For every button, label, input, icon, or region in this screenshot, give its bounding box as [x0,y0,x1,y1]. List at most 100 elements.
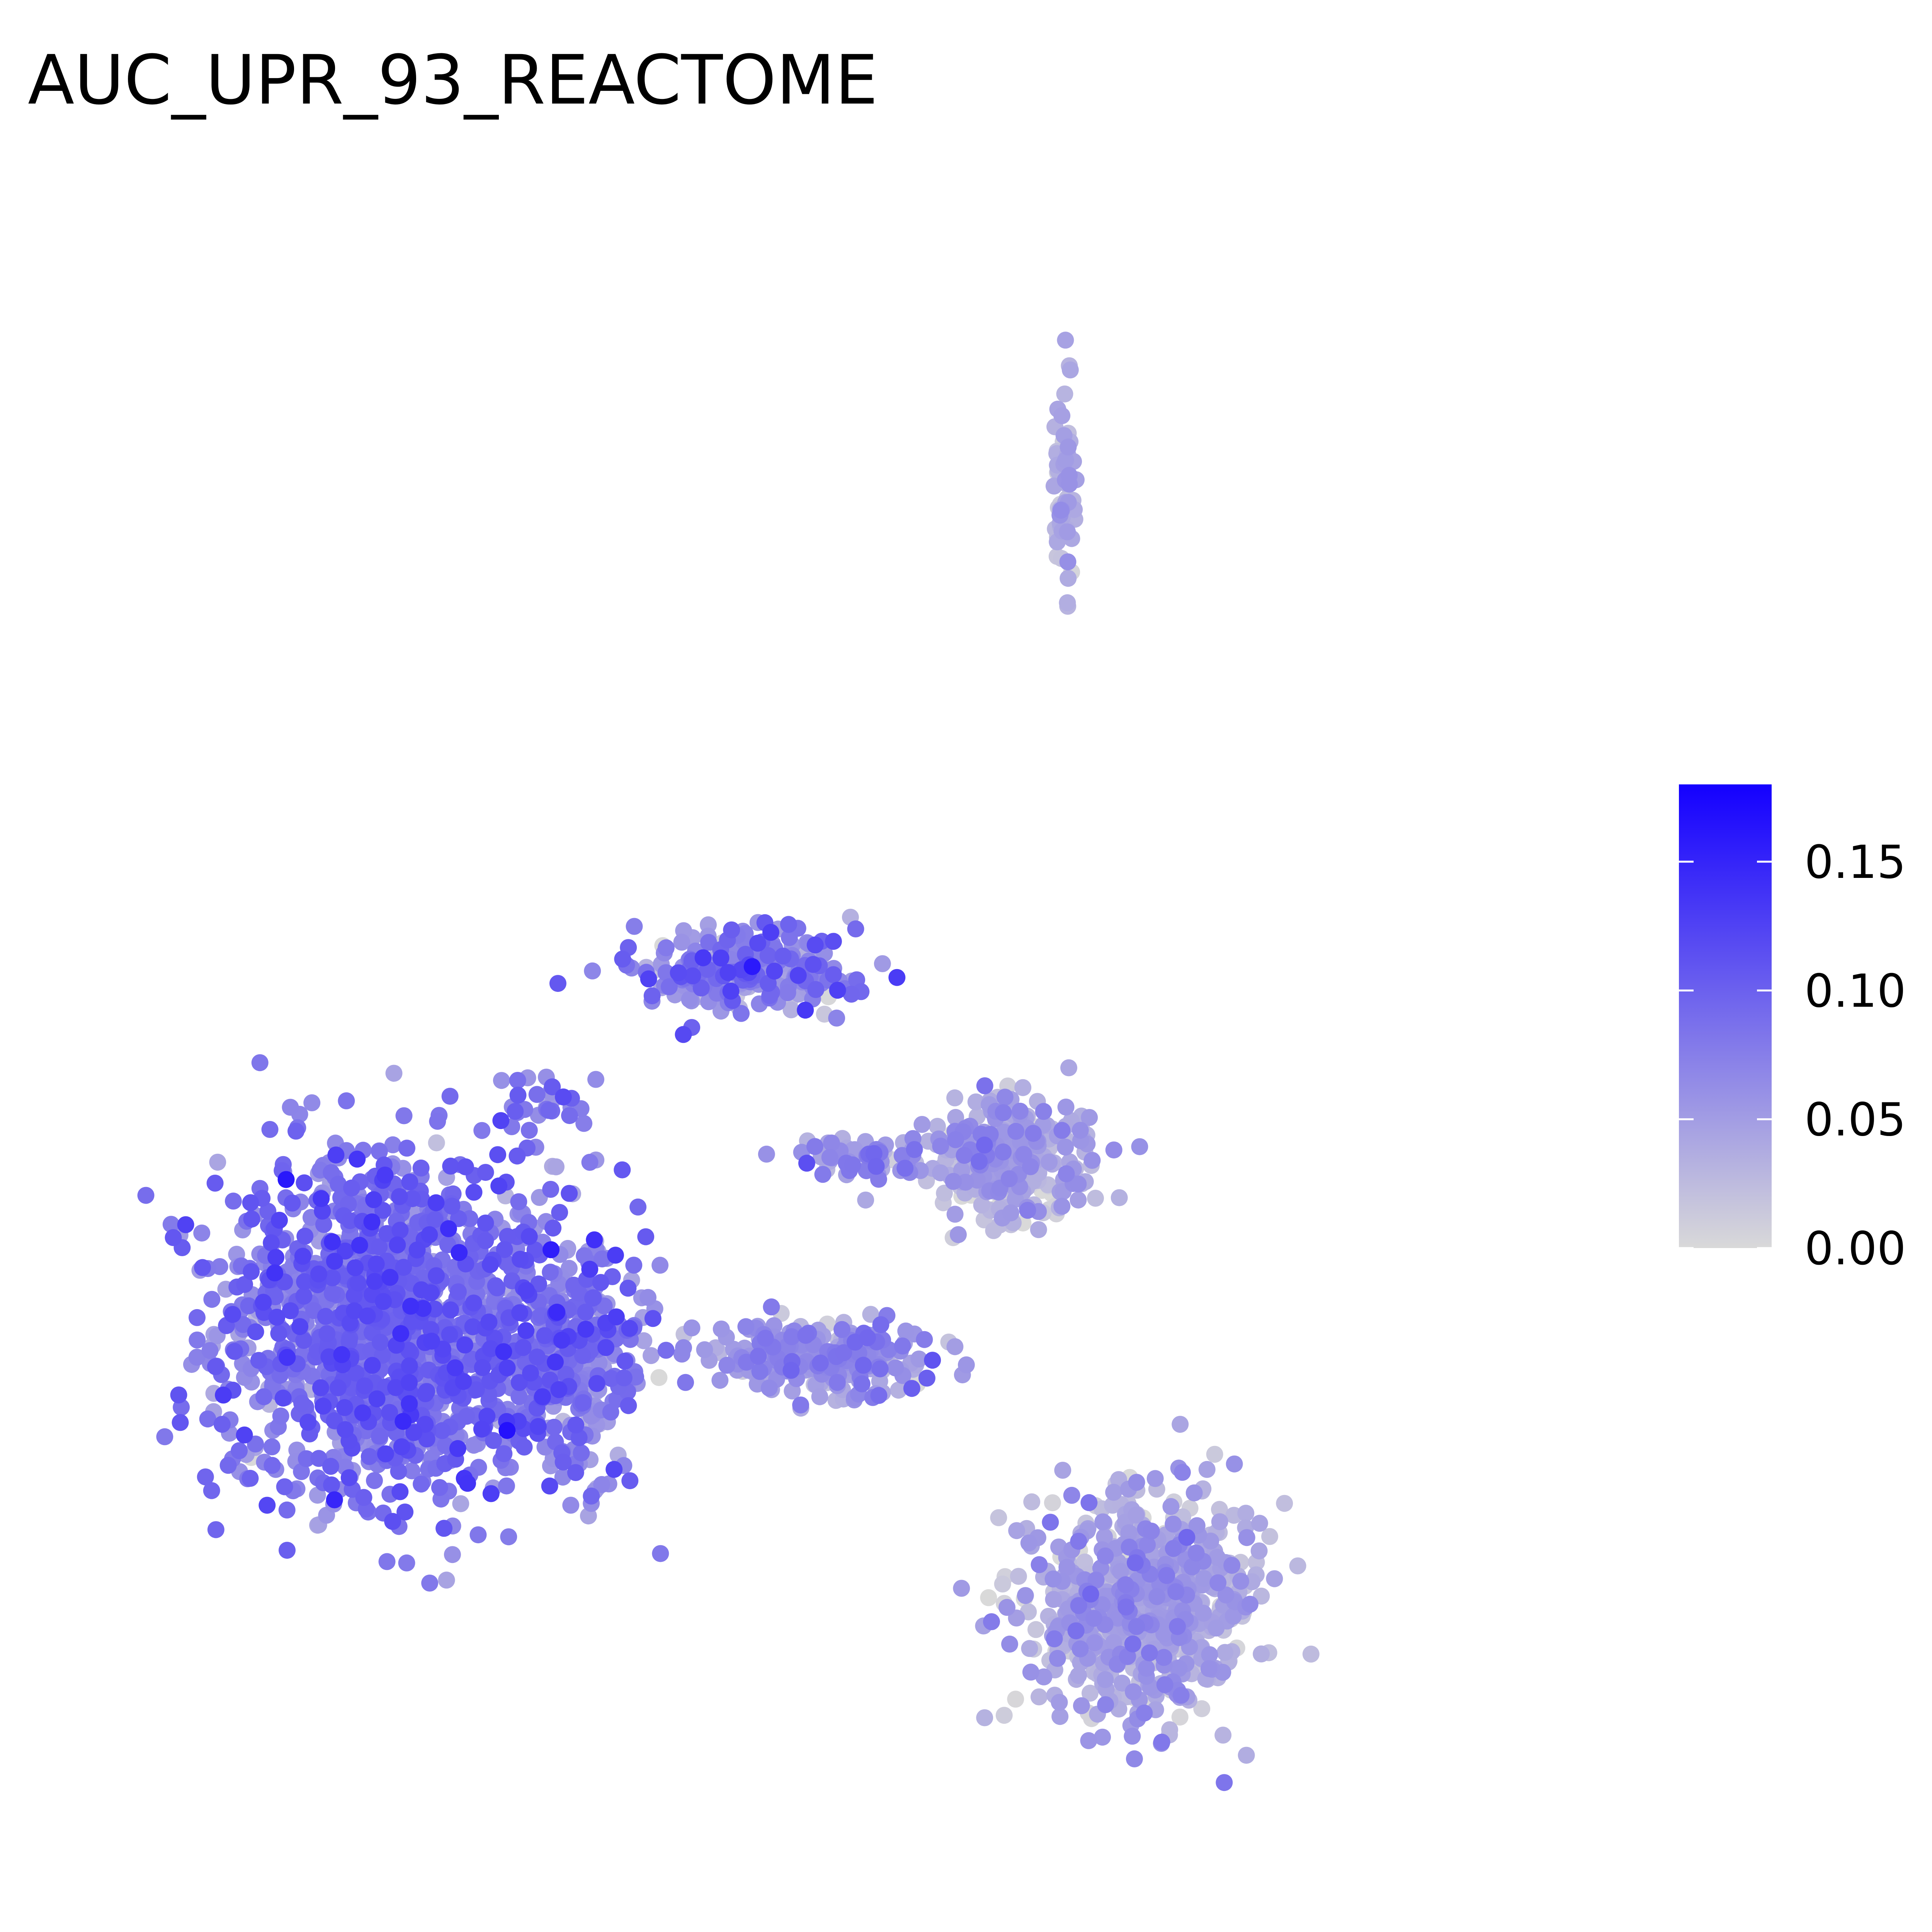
data-point [267,1249,284,1266]
data-point [284,1194,301,1212]
data-point [391,1221,409,1239]
data-point [637,1228,655,1245]
data-point [481,1256,499,1273]
data-point [823,1134,840,1152]
data-point [324,1269,341,1286]
data-point [338,1092,355,1109]
data-point [1002,1204,1019,1221]
data-point [626,918,643,935]
data-point [333,1346,350,1363]
data-point [1198,1461,1216,1478]
data-point [1153,1733,1170,1751]
data-point [712,949,730,967]
data-point [296,1174,313,1192]
data-point [398,1139,415,1157]
data-point [621,1320,638,1337]
data-point [554,1453,572,1471]
data-point [1025,1125,1042,1142]
data-point [356,1377,373,1395]
data-point [616,1352,634,1370]
data-point [346,1302,363,1320]
data-point [1070,1175,1087,1193]
data-point [510,1193,527,1211]
data-point [946,1338,964,1355]
data-point [378,1553,396,1570]
data-point [464,1318,481,1335]
data-point [733,1005,750,1022]
colorbar [1679,784,1772,1248]
data-point [259,1202,277,1220]
data-point [1302,1645,1320,1663]
data-point [570,1429,588,1446]
data-point [522,1364,539,1382]
data-point [620,1397,637,1414]
data-point [544,1219,562,1237]
data-point [236,1426,253,1444]
data-point [621,1472,639,1490]
data-point [1143,1522,1160,1540]
data-point [1086,1634,1103,1651]
data-point [247,1323,264,1340]
data-point [562,1497,580,1514]
data-point [1141,1644,1158,1662]
data-point [1211,1513,1228,1531]
data-point [957,1173,974,1191]
data-point [1165,1540,1182,1557]
data-point [713,1320,730,1338]
data-point [811,1388,828,1405]
data-point [295,1332,313,1349]
data-point [1165,1515,1182,1533]
data-point [945,1173,962,1190]
color-legend: 0.00 0.05 0.10 0.15 [1679,784,1906,1275]
data-point [490,1177,508,1195]
data-point [498,1422,516,1439]
data-point [1237,1505,1255,1522]
data-point [829,981,846,999]
data-point [402,1298,419,1315]
data-point [1030,1221,1047,1238]
data-point [1061,467,1078,484]
data-point [293,1463,310,1480]
data-point [207,1521,224,1538]
data-point [1117,1598,1135,1616]
data-point [1200,1660,1218,1677]
data-point [1000,1170,1018,1187]
data-point [553,1332,570,1349]
data-point [395,1259,412,1276]
data-point [452,1495,469,1512]
data-point [365,1191,383,1208]
data-point [1187,1544,1205,1562]
data-point [1022,1663,1039,1681]
data-point [536,1327,553,1344]
data-point [1021,1640,1038,1657]
colorbar-tick-label: 0.10 [1804,964,1906,1017]
data-point [825,933,842,950]
data-point [226,1343,243,1360]
data-point [973,1196,990,1214]
data-point [903,1380,920,1397]
data-point [652,1545,669,1562]
data-point [1041,1153,1058,1171]
data-point [441,1088,459,1105]
data-point [499,1228,516,1245]
data-point [263,1438,281,1456]
data-point [1206,1446,1223,1463]
data-point [347,1364,365,1382]
data-point [1195,1604,1212,1622]
data-point [391,1188,408,1205]
data-point [295,1287,313,1305]
data-point [478,1408,496,1425]
data-point [529,1418,547,1435]
data-point [296,1228,314,1245]
data-point [354,1404,371,1422]
data-point [367,1255,385,1273]
data-point [1238,1529,1255,1546]
data-point [1216,1644,1234,1661]
data-point [675,1026,692,1043]
data-point [341,1212,359,1230]
data-point [366,1273,383,1290]
data-point [1052,502,1070,519]
data-point [330,1175,347,1193]
data-point [517,1322,535,1339]
data-point [421,1226,438,1243]
